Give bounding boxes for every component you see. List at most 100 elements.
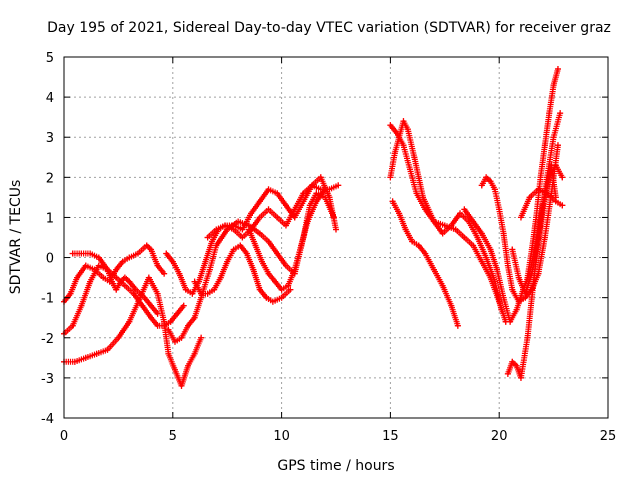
- data-point: [470, 218, 477, 225]
- series-arc4: [69, 250, 161, 317]
- data-point: [213, 226, 220, 233]
- data-point: [411, 154, 418, 161]
- data-point: [504, 370, 511, 377]
- data-point: [117, 278, 124, 285]
- data-point: [478, 258, 485, 265]
- data-point: [278, 294, 285, 301]
- data-point: [496, 206, 503, 213]
- data-point: [272, 278, 279, 285]
- data-point: [387, 174, 394, 181]
- data-point: [274, 190, 281, 197]
- data-point: [494, 266, 501, 273]
- data-point: [474, 234, 481, 241]
- x-tick-label: 15: [382, 429, 399, 444]
- y-tick-label: -1: [41, 292, 54, 307]
- data-point: [517, 374, 524, 381]
- series-arc9: [245, 186, 329, 293]
- data-point: [391, 150, 398, 157]
- data-point: [265, 238, 272, 245]
- data-point: [191, 350, 198, 357]
- data-point: [439, 282, 446, 289]
- data-point: [248, 210, 255, 217]
- data-point: [148, 314, 155, 321]
- data-point: [404, 126, 411, 133]
- data-point: [176, 270, 183, 277]
- data-point: [415, 242, 422, 249]
- data-point: [483, 254, 490, 261]
- data-point: [528, 246, 535, 253]
- data-point: [461, 234, 468, 241]
- y-tick-label: -3: [41, 372, 54, 387]
- data-point: [400, 118, 407, 125]
- data-point: [522, 290, 529, 297]
- x-axis-label: GPS time / hours: [277, 458, 394, 474]
- data-point: [141, 294, 148, 301]
- data-point: [509, 358, 516, 365]
- data-point: [448, 302, 455, 309]
- data-point: [126, 254, 133, 261]
- data-point: [145, 274, 152, 281]
- data-point: [121, 282, 128, 289]
- x-tick-label: 20: [491, 429, 508, 444]
- y-tick-label: 0: [46, 252, 54, 267]
- data-point: [533, 214, 540, 221]
- data-point: [304, 218, 311, 225]
- data-point: [165, 326, 172, 333]
- data-point: [507, 318, 514, 325]
- data-point: [554, 66, 561, 73]
- data-point: [115, 334, 122, 341]
- series-arc18: [517, 186, 566, 221]
- x-tick-label: 10: [273, 429, 290, 444]
- data-point: [265, 186, 272, 193]
- data-point: [422, 250, 429, 257]
- data-point: [537, 174, 544, 181]
- data-point: [517, 214, 524, 221]
- data-point: [282, 202, 289, 209]
- data-point: [439, 230, 446, 237]
- data-point: [95, 254, 102, 261]
- data-point: [504, 262, 511, 269]
- data-point: [154, 310, 161, 317]
- plot-frame: [63, 56, 609, 419]
- data-point: [430, 218, 437, 225]
- data-point: [165, 350, 172, 357]
- data-point: [461, 206, 468, 213]
- data-point: [69, 250, 76, 257]
- data-point: [78, 250, 85, 257]
- data-point: [87, 278, 94, 285]
- data-point: [126, 278, 133, 285]
- data-point: [154, 290, 161, 297]
- data-point: [148, 246, 155, 253]
- data-point: [217, 274, 224, 281]
- data-point: [300, 198, 307, 205]
- data-point: [206, 266, 213, 273]
- data-point: [265, 206, 272, 213]
- series-arc7: [204, 174, 339, 241]
- data-point: [230, 222, 237, 229]
- data-point: [500, 294, 507, 301]
- data-point: [524, 334, 531, 341]
- data-point: [74, 274, 81, 281]
- data-point: [243, 250, 250, 257]
- data-point: [82, 354, 89, 361]
- data-point: [171, 366, 178, 373]
- plus-markers: [389, 198, 461, 329]
- data-point: [100, 274, 107, 281]
- data-point: [256, 198, 263, 205]
- data-point: [287, 286, 294, 293]
- data-point: [161, 322, 168, 329]
- data-point: [113, 274, 120, 281]
- data-point: [121, 274, 128, 281]
- y-axis-label: SDTVAR / TECUs: [8, 180, 24, 295]
- data-point: [478, 182, 485, 189]
- data-point: [148, 302, 155, 309]
- data-point: [163, 250, 170, 257]
- data-point: [202, 258, 209, 265]
- data-point: [559, 202, 566, 209]
- data-point: [130, 290, 137, 297]
- data-point: [119, 258, 126, 265]
- data-point: [550, 82, 557, 89]
- data-point: [422, 206, 429, 213]
- data-point: [259, 258, 266, 265]
- y-tick-label: 4: [46, 91, 54, 106]
